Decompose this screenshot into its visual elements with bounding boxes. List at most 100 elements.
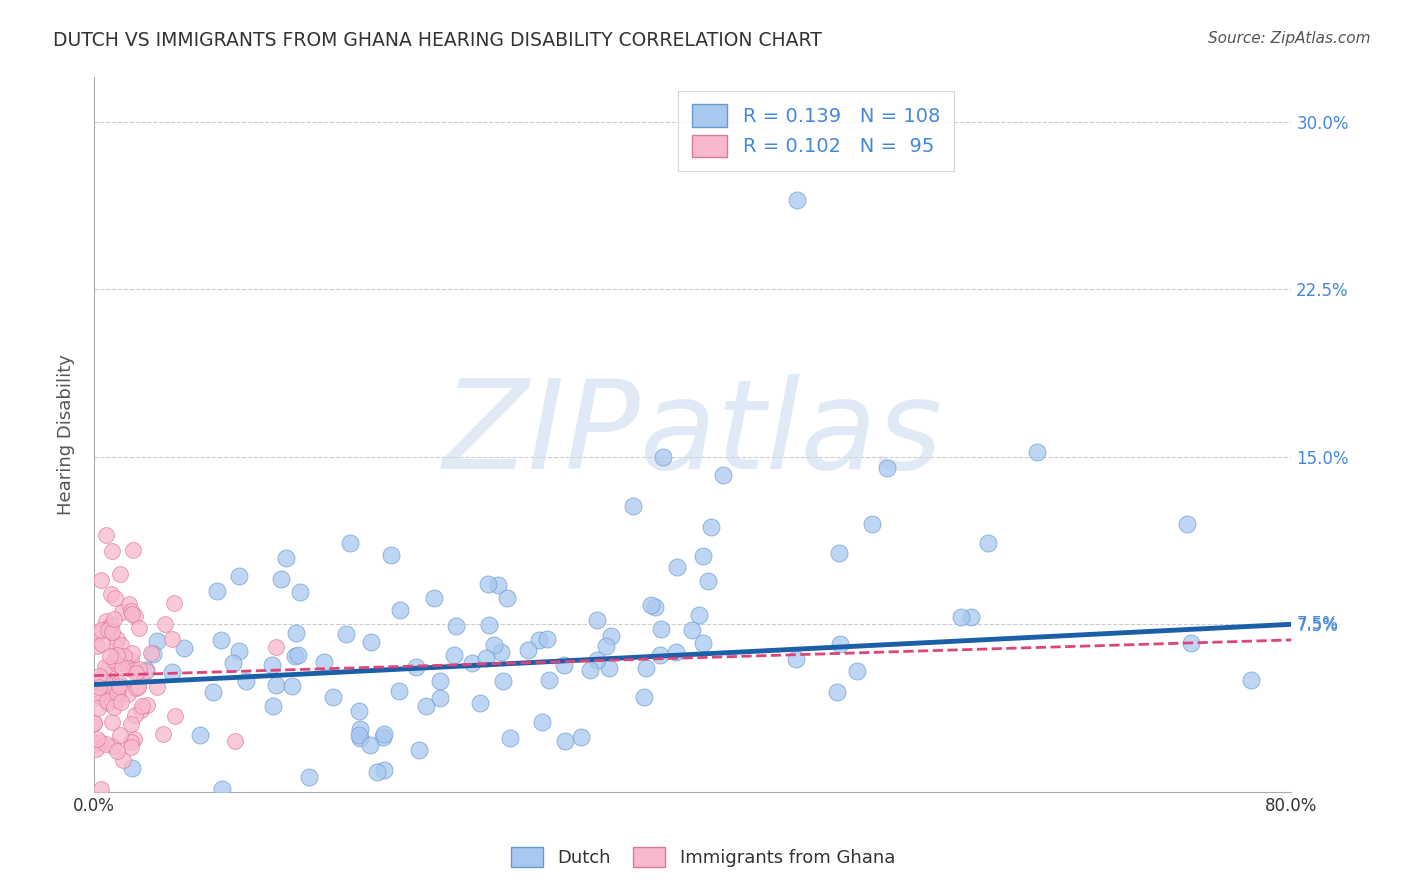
Point xyxy=(111,660,134,674)
Point xyxy=(1239,673,1261,688)
Point xyxy=(578,663,600,677)
Point xyxy=(640,598,662,612)
Point xyxy=(636,661,658,675)
Text: ZIPatlas: ZIPatlas xyxy=(443,374,942,495)
Point xyxy=(105,648,128,663)
Point xyxy=(129,703,152,717)
Point xyxy=(380,548,402,562)
Point xyxy=(97,696,120,710)
Point xyxy=(128,662,150,676)
Point xyxy=(423,591,446,605)
Point xyxy=(94,615,117,629)
Point xyxy=(124,663,146,677)
Point xyxy=(235,673,257,688)
Point xyxy=(127,679,149,693)
Point xyxy=(688,607,710,622)
Point xyxy=(595,639,617,653)
Point xyxy=(599,629,621,643)
Point xyxy=(120,717,142,731)
Point xyxy=(349,731,371,746)
Point xyxy=(262,658,284,673)
Point xyxy=(90,637,112,651)
Point xyxy=(264,678,287,692)
Point xyxy=(489,645,512,659)
Point xyxy=(585,613,607,627)
Point xyxy=(786,193,808,207)
Point xyxy=(785,651,807,665)
Point xyxy=(221,656,243,670)
Point xyxy=(228,644,250,658)
Point xyxy=(101,739,124,753)
Point xyxy=(83,715,105,730)
Point xyxy=(86,701,108,715)
Point xyxy=(100,587,122,601)
Point xyxy=(163,596,186,610)
Point xyxy=(486,578,509,592)
Point xyxy=(536,632,558,646)
Point xyxy=(264,640,287,655)
Point xyxy=(828,637,851,651)
Point xyxy=(90,782,112,797)
Point xyxy=(477,577,499,591)
Point xyxy=(104,640,127,654)
Point xyxy=(205,583,228,598)
Point xyxy=(103,653,125,667)
Point xyxy=(110,695,132,709)
Point xyxy=(124,707,146,722)
Point xyxy=(121,647,143,661)
Point xyxy=(111,605,134,619)
Point xyxy=(89,669,111,683)
Point xyxy=(96,694,118,708)
Point xyxy=(121,761,143,775)
Point xyxy=(263,699,285,714)
Point xyxy=(461,657,484,671)
Point xyxy=(90,687,112,701)
Text: Source: ZipAtlas.com: Source: ZipAtlas.com xyxy=(1208,31,1371,46)
Point xyxy=(586,653,609,667)
Point xyxy=(155,617,177,632)
Point xyxy=(107,689,129,703)
Point xyxy=(108,679,131,693)
Point xyxy=(90,573,112,587)
Point xyxy=(135,664,157,678)
Point xyxy=(127,680,149,694)
Point xyxy=(443,648,465,662)
Point xyxy=(651,450,673,464)
Point xyxy=(90,686,112,700)
Point xyxy=(97,623,120,637)
Point xyxy=(86,731,108,746)
Point xyxy=(633,690,655,704)
Point xyxy=(117,687,139,701)
Point xyxy=(621,499,644,513)
Point xyxy=(122,732,145,747)
Point xyxy=(152,727,174,741)
Point xyxy=(110,728,132,742)
Point xyxy=(287,648,309,662)
Point xyxy=(429,674,451,689)
Point xyxy=(347,705,370,719)
Point xyxy=(274,551,297,566)
Point xyxy=(335,627,357,641)
Point xyxy=(108,567,131,582)
Point xyxy=(84,737,107,751)
Point xyxy=(145,634,167,648)
Point xyxy=(101,676,124,690)
Point xyxy=(211,782,233,797)
Point xyxy=(101,715,124,730)
Point xyxy=(598,661,620,675)
Point xyxy=(290,584,312,599)
Point xyxy=(135,698,157,713)
Point xyxy=(98,649,121,664)
Point xyxy=(121,607,143,621)
Legend: R = 0.139   N = 108, R = 0.102   N =  95: R = 0.139 N = 108, R = 0.102 N = 95 xyxy=(679,91,953,170)
Point xyxy=(101,543,124,558)
Point xyxy=(285,626,308,640)
Point xyxy=(371,731,394,745)
Point xyxy=(388,684,411,698)
Point xyxy=(1175,516,1198,531)
Point xyxy=(569,730,592,744)
Point xyxy=(105,657,128,672)
Point xyxy=(84,742,107,756)
Point xyxy=(876,461,898,475)
Point xyxy=(124,608,146,623)
